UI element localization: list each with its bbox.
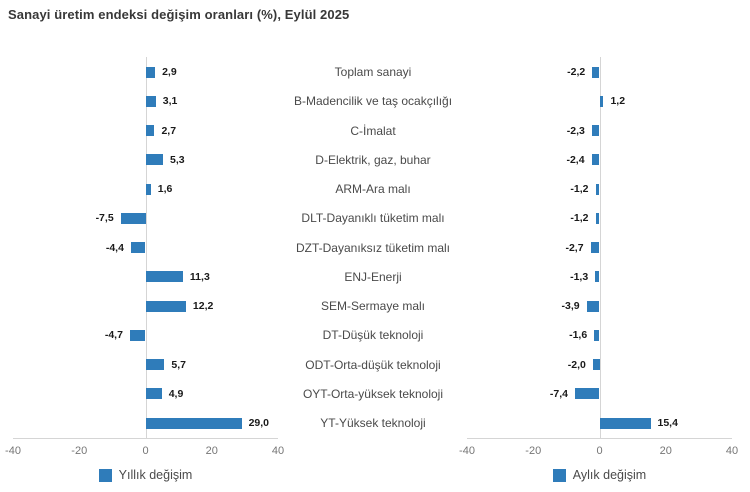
bar	[129, 329, 146, 341]
bar-value-label: -2,2	[567, 66, 586, 78]
bar-value-label: 15,4	[657, 417, 678, 429]
bar-value-label: -3,9	[561, 300, 580, 312]
bar	[599, 95, 604, 107]
bar	[574, 388, 600, 400]
bar-value-label: -4,4	[105, 241, 124, 254]
bar-value-label: 12,2	[192, 300, 214, 312]
category-label: DZT-Dayanıksız tüketim malı	[295, 240, 451, 255]
category-label: DT-Düşük teknoloji	[322, 328, 424, 343]
bar	[145, 66, 156, 78]
bar	[595, 212, 600, 224]
category-label: B-Madencilik ve taş ocakçılığı	[293, 94, 453, 109]
bar-value-label: -2,0	[567, 358, 586, 371]
bar	[130, 242, 146, 253]
bar-value-label: -2,3	[566, 124, 585, 137]
x-axis-tick-label: -40	[5, 445, 21, 457]
x-axis-tick-label: -20	[525, 445, 542, 457]
x-axis-tick-label: 20	[205, 445, 218, 457]
category-label: SEM-Sermaye malı	[320, 299, 426, 313]
bar	[145, 95, 156, 107]
category-label: YT-Yüksek teknoloji	[320, 416, 426, 430]
bar	[599, 417, 651, 429]
bar	[145, 388, 162, 400]
bar-value-label: 5,3	[170, 153, 185, 166]
bar-value-label: 2,9	[162, 66, 177, 78]
bar	[591, 125, 600, 136]
category-label: D-Elektrik, gaz, buhar	[315, 152, 431, 167]
category-label: OYT-Orta-yüksek teknoloji	[302, 386, 444, 401]
x-axis-tick-label: 20	[659, 445, 672, 457]
bar-value-label: -2,7	[565, 241, 584, 254]
legend-label-annual: Yıllık değişim	[118, 468, 193, 482]
x-axis-tick-label: -20	[71, 445, 88, 457]
category-label: ARM-Ara malı	[335, 182, 411, 196]
bar	[592, 66, 600, 78]
zero-axis-line	[145, 57, 147, 438]
bar	[145, 300, 186, 312]
category-label: ENJ-Enerji	[344, 269, 402, 284]
x-axis-line	[467, 438, 732, 439]
bar-value-label: -1,2	[570, 183, 589, 195]
legend-monthly-change: Aylık değişim	[467, 468, 732, 482]
bar	[145, 125, 155, 136]
bar	[145, 183, 151, 195]
bar-value-label: 29,0	[248, 417, 269, 429]
bar-value-label: -4,7	[104, 329, 123, 342]
bar	[586, 300, 600, 312]
legend-annual-change: Yıllık değişim	[13, 468, 278, 482]
bar	[592, 359, 600, 370]
x-axis-tick-label: 40	[725, 445, 739, 457]
bar-value-label: 3,1	[162, 95, 178, 108]
bar	[145, 417, 242, 429]
bar-value-label: -1,6	[569, 329, 588, 342]
bar-value-label: 1,2	[610, 95, 626, 108]
bar-value-label: 11,3	[189, 270, 210, 283]
zero-axis-line	[599, 57, 601, 438]
legend-swatch-monthly	[552, 468, 566, 482]
bar-value-label: 4,9	[168, 387, 184, 400]
bar-value-label: -1,2	[570, 212, 589, 225]
bar-value-label: 2,7	[161, 124, 177, 137]
category-label: C-İmalat	[350, 123, 396, 138]
bar-value-label: -7,4	[549, 387, 568, 400]
bar-value-label: -1,3	[570, 270, 589, 283]
bar	[120, 212, 146, 224]
bar	[590, 242, 600, 253]
bar	[591, 154, 600, 166]
x-axis-tick-label: 40	[271, 445, 285, 457]
bar-value-label: 5,7	[171, 358, 186, 371]
legend-swatch-annual	[98, 468, 112, 482]
category-label: ODT-Orta-düşük teknoloji	[305, 357, 441, 372]
x-axis-tick-label: 0	[142, 445, 149, 457]
x-axis-tick-label: -40	[459, 445, 475, 457]
x-axis-tick-label: 0	[596, 445, 603, 457]
bar-value-label: -7,5	[95, 212, 114, 225]
bar-value-label: 1,6	[157, 183, 173, 195]
bar	[594, 329, 600, 341]
chart-title: Sanayi üretim endeksi değişim oranları (…	[8, 7, 350, 22]
bar	[145, 359, 165, 370]
bar	[595, 271, 600, 283]
bar	[145, 271, 183, 283]
bar	[145, 154, 164, 166]
bar-value-label: -2,4	[566, 153, 585, 166]
category-label: DLT-Dayanıklı tüketim malı	[301, 211, 445, 226]
legend-label-monthly: Aylık değişim	[572, 468, 647, 482]
bar	[595, 183, 600, 195]
x-axis-line	[13, 438, 278, 439]
category-label: Toplam sanayi	[334, 65, 412, 79]
